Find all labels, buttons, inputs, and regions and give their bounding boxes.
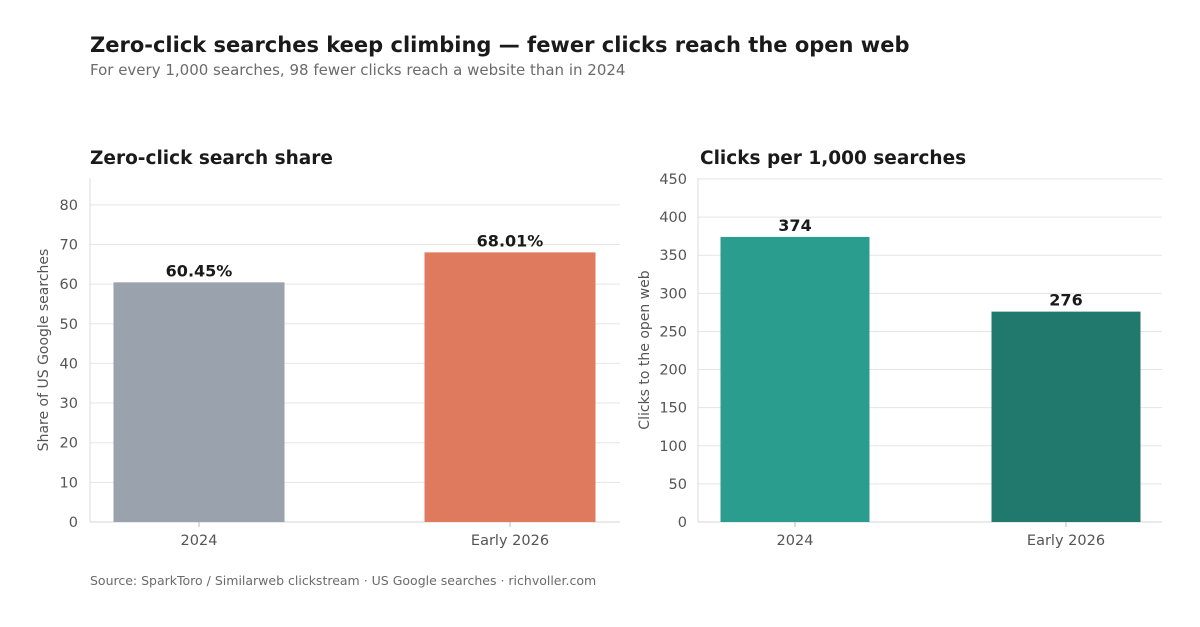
x-category-label: 2024 xyxy=(777,533,814,549)
y-tick-label: 200 xyxy=(659,363,687,379)
bar xyxy=(720,236,870,522)
y-axis-label: Share of US Google searches xyxy=(36,249,52,452)
clicks-per-1000-chart: Clicks per 1,000 searches 0 50 100 150 200 250… xyxy=(637,148,1162,549)
zero-click-share-chart: Zero-click search share 0 10 20 30 40 50 60 70 80… xyxy=(36,148,620,549)
source-note: Source: SparkToro / Similarweb clickstre… xyxy=(90,573,597,588)
page-subtitle: For every 1,000 searches, 98 fewer click… xyxy=(90,61,626,79)
y-tick-label: 150 xyxy=(659,401,687,417)
bar xyxy=(424,252,596,522)
y-tick-label: 70 xyxy=(60,237,78,253)
bar xyxy=(991,311,1141,522)
y-tick-label: 450 xyxy=(659,172,687,188)
y-tick-label: 50 xyxy=(669,477,687,493)
y-tick-label: 250 xyxy=(659,324,687,340)
panel-title: Clicks per 1,000 searches xyxy=(700,148,966,169)
data-label: 68.01% xyxy=(477,231,544,250)
y-tick-label: 20 xyxy=(60,436,78,452)
x-category-label: 2024 xyxy=(181,533,218,549)
y-tick-label: 350 xyxy=(659,248,687,264)
bar xyxy=(113,282,285,522)
y-tick-label: 100 xyxy=(659,439,687,455)
x-category-label: Early 2026 xyxy=(471,533,549,549)
y-tick-label: 30 xyxy=(60,396,78,412)
data-label: 374 xyxy=(778,216,811,235)
y-tick-label: 400 xyxy=(659,210,687,226)
page-title: Zero-click searches keep climbing — fewe… xyxy=(90,33,910,57)
data-label: 60.45% xyxy=(166,261,233,280)
y-axis-label: Clicks to the open web xyxy=(637,270,653,429)
data-label: 276 xyxy=(1049,291,1082,310)
x-category-label: Early 2026 xyxy=(1027,533,1105,549)
y-tick-label: 0 xyxy=(678,515,687,531)
y-tick-label: 80 xyxy=(60,198,78,214)
y-tick-label: 300 xyxy=(659,286,687,302)
y-tick-label: 60 xyxy=(60,277,78,293)
y-tick-label: 10 xyxy=(60,475,78,491)
y-tick-label: 0 xyxy=(69,515,78,531)
y-tick-label: 50 xyxy=(60,317,78,333)
panel-title: Zero-click search share xyxy=(90,148,333,169)
y-tick-label: 40 xyxy=(60,356,78,372)
